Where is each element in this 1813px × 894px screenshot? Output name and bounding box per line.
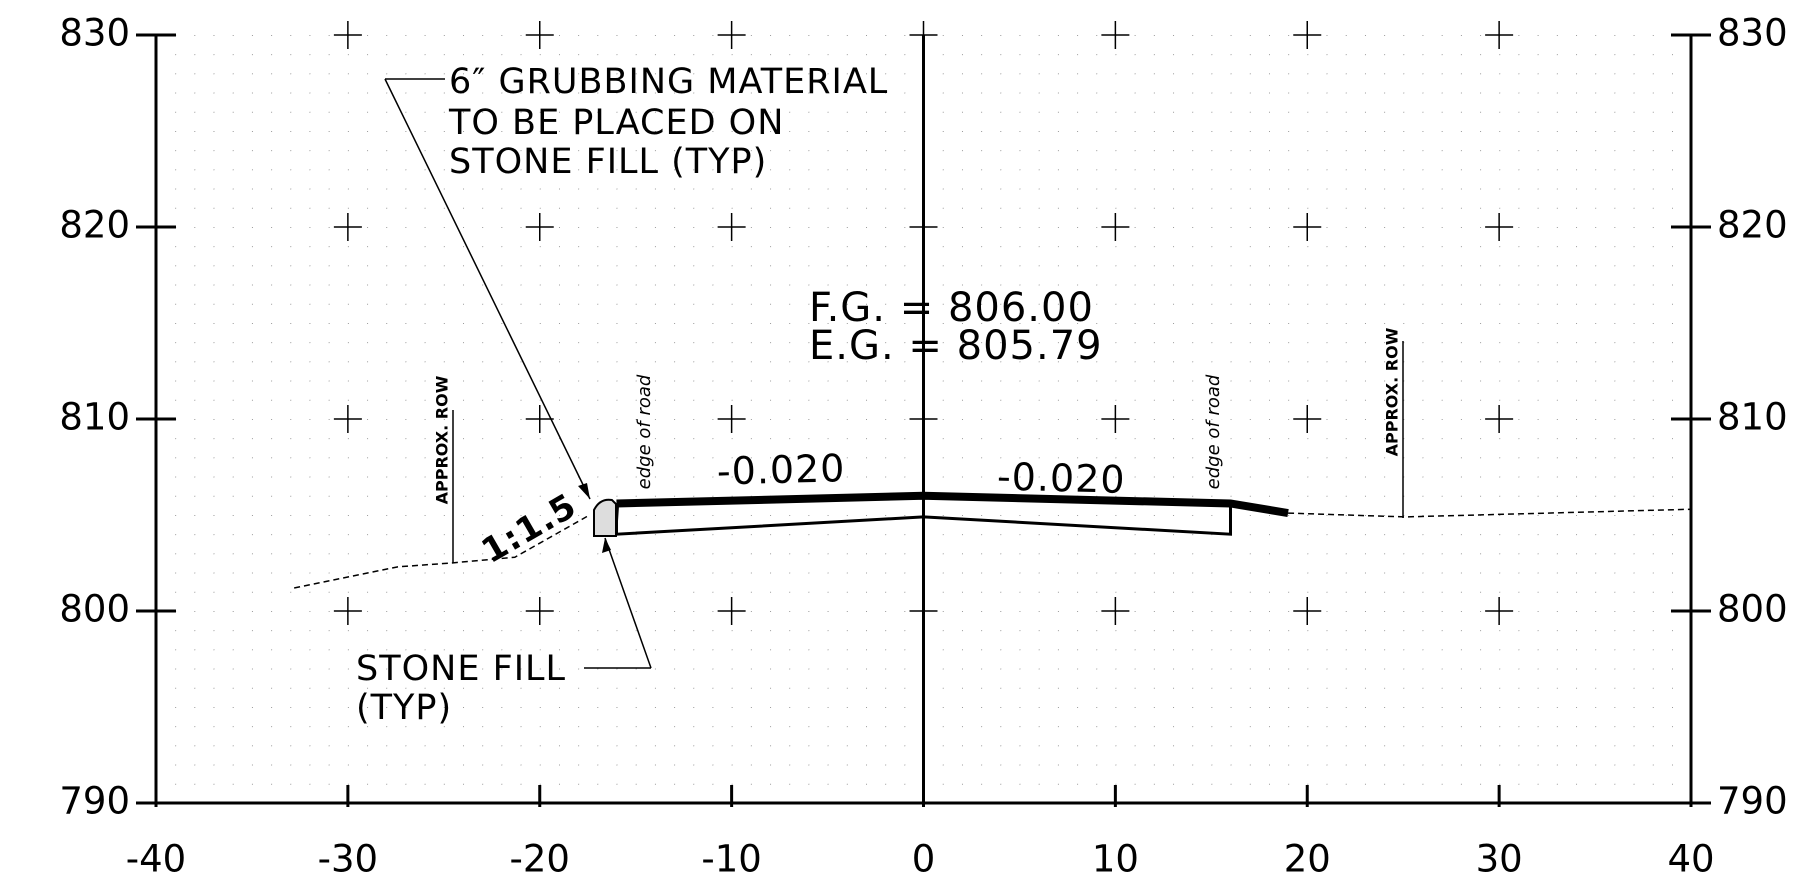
y-tick-label: 790 xyxy=(59,780,130,823)
x-tick-label: -20 xyxy=(510,838,570,881)
x-tick-label: 30 xyxy=(1476,838,1523,881)
annotation: -0.020 xyxy=(996,455,1126,502)
annotation: E.G. = 805.79 xyxy=(809,323,1103,369)
grid-cross xyxy=(333,213,362,241)
annotation: F.G. = 806.00 xyxy=(809,285,1094,331)
y-tick-label: 830 xyxy=(1717,12,1788,55)
grid-cross xyxy=(1293,597,1322,625)
x-tick-label: -30 xyxy=(318,838,378,881)
x-tick-label: 10 xyxy=(1092,838,1139,881)
annotation: 6″ GRUBBING MATERIAL xyxy=(449,62,888,102)
y-tick-label: 800 xyxy=(59,588,130,631)
grid-cross xyxy=(1485,597,1514,625)
grid-cross xyxy=(1293,213,1322,241)
y-tick-label: 800 xyxy=(1717,588,1788,631)
grid-cross xyxy=(1485,405,1514,433)
leader xyxy=(384,78,591,500)
annotation: STONE FILL (TYP) xyxy=(449,142,767,182)
profile-line xyxy=(615,503,1232,536)
grid-cross xyxy=(333,21,362,49)
grid-cross xyxy=(1101,597,1130,625)
y-tick-label: 820 xyxy=(1717,204,1788,247)
annotation: APPROX. ROW xyxy=(1383,327,1402,456)
grid-cross xyxy=(525,405,554,433)
y-tick-label: 810 xyxy=(59,396,130,439)
annotation: TO BE PLACED ON xyxy=(448,103,784,143)
grid-cross xyxy=(717,597,746,625)
arrowhead xyxy=(602,538,611,553)
profile-line xyxy=(616,491,1289,518)
grid-cross xyxy=(1101,405,1130,433)
annotation: STONE FILL xyxy=(356,649,566,689)
grid-cross xyxy=(525,21,554,49)
grid-cross xyxy=(1485,21,1514,49)
x-tick-label: -40 xyxy=(126,838,186,881)
y-tick-label: 830 xyxy=(59,12,130,55)
arrowhead xyxy=(578,483,590,499)
y-tick-label: 790 xyxy=(1717,780,1788,823)
stone-fill xyxy=(593,498,620,537)
grid-cross xyxy=(525,597,554,625)
grid-cross xyxy=(909,405,938,433)
grid-cross xyxy=(909,21,938,49)
x-tick-label: 20 xyxy=(1284,838,1331,881)
profile-line xyxy=(294,514,591,589)
grid-cross xyxy=(717,405,746,433)
x-tick-label: -10 xyxy=(701,838,761,881)
x-tick-label: 40 xyxy=(1667,838,1714,881)
grid-cross xyxy=(717,21,746,49)
annotation: (TYP) xyxy=(356,688,452,728)
annotation: -0.020 xyxy=(716,446,846,493)
grid-cross xyxy=(909,597,938,625)
grid-cross xyxy=(1101,213,1130,241)
grid-cross xyxy=(525,213,554,241)
annotation: edge of road xyxy=(634,374,655,489)
grid-cross xyxy=(333,405,362,433)
grid-cross xyxy=(717,213,746,241)
y-tick-label: 810 xyxy=(1717,396,1788,439)
grid-cross xyxy=(1101,21,1130,49)
grid-cross xyxy=(1293,405,1322,433)
annotation: edge of road xyxy=(1203,374,1224,489)
grid-cross xyxy=(1293,21,1322,49)
leader xyxy=(604,537,652,669)
y-tick-label: 820 xyxy=(59,204,130,247)
annotation: APPROX. ROW xyxy=(433,375,452,504)
grid-cross xyxy=(909,213,938,241)
grid-cross xyxy=(333,597,362,625)
grid-cross xyxy=(1485,213,1514,241)
x-tick-label: 0 xyxy=(912,838,936,881)
